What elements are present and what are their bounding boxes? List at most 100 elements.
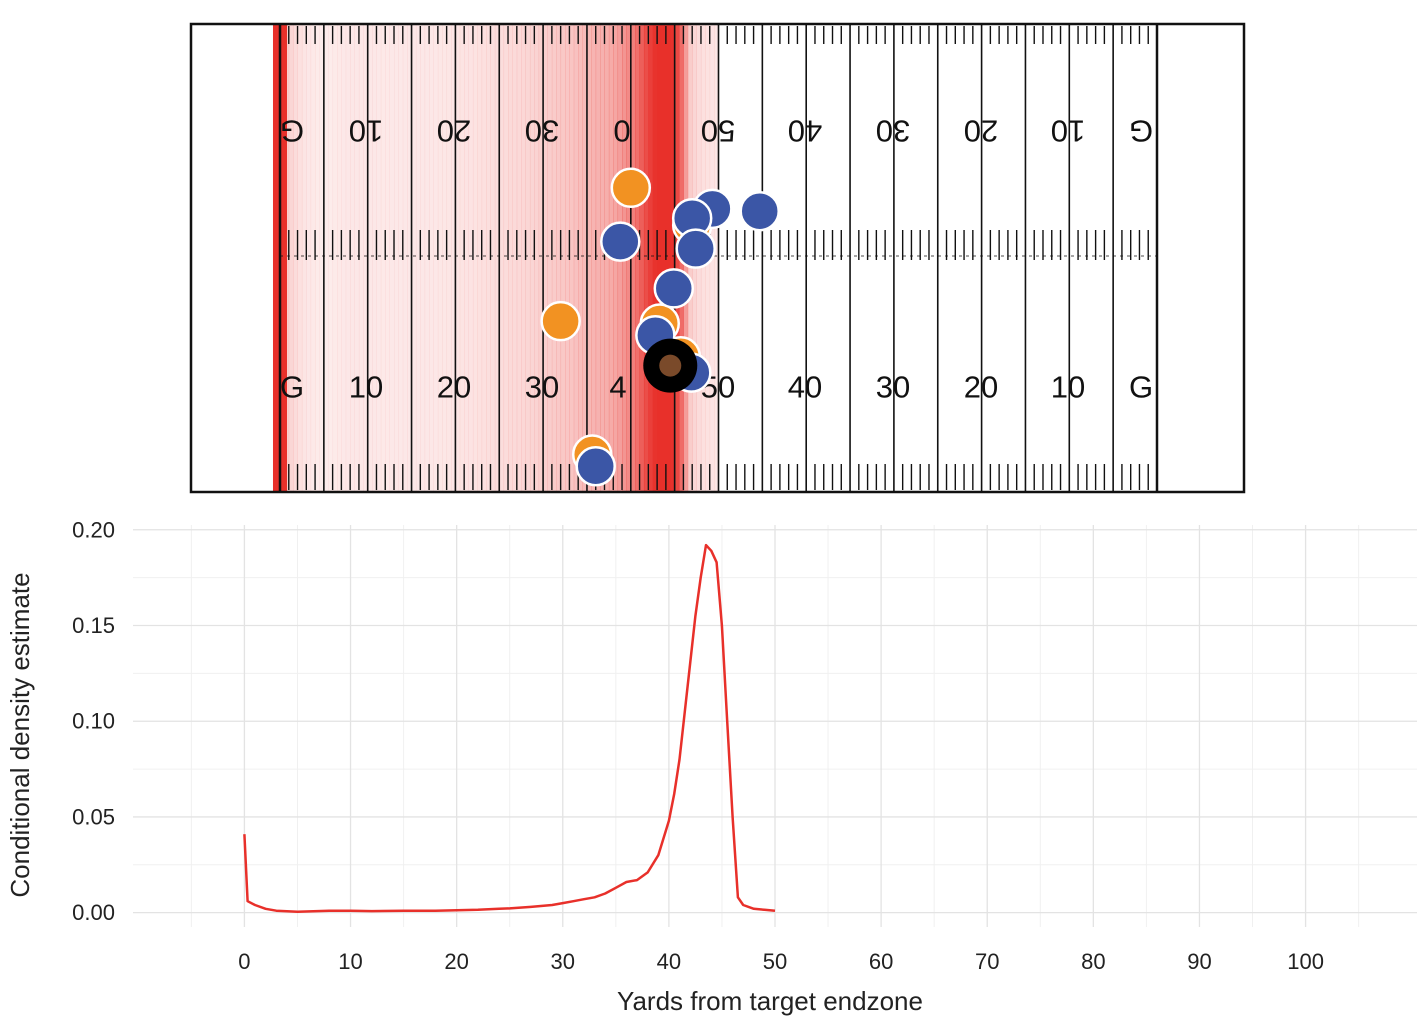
density-shade-band	[714, 24, 719, 492]
density-shade-band	[402, 24, 408, 492]
y-tick-label: 0.15	[72, 613, 115, 638]
density-shade-band	[341, 24, 347, 492]
density-shade-band	[490, 24, 496, 492]
y-tick-label: 0.00	[72, 900, 115, 925]
y-tick-label: 0.10	[72, 709, 115, 734]
x-tick-label: 70	[975, 949, 999, 974]
density-shade-band	[521, 24, 526, 492]
density-shade-band	[547, 24, 553, 492]
density-shade-band	[538, 24, 544, 492]
yard-lines	[278, 24, 1159, 492]
density-shade-band	[451, 24, 456, 492]
density-shade-band	[643, 24, 649, 492]
x-tick-label: 10	[338, 949, 362, 974]
density-shade-band	[363, 24, 369, 492]
density-shade-band	[569, 24, 575, 492]
density-shade-band	[376, 24, 382, 492]
density-shade-band	[442, 24, 448, 492]
density-shade-band	[411, 24, 417, 492]
football-field: G 10 20 30 0 50 40 30 20 10 G G 10 20 30…	[189, 22, 1246, 494]
y-tick-label: 0.05	[72, 804, 115, 829]
density-shade-band	[455, 24, 461, 492]
density-shade-band	[529, 24, 535, 492]
density-shade-band	[394, 24, 399, 492]
density-shade-band	[595, 24, 601, 492]
density-shade-band	[350, 24, 355, 492]
field-number-top: 30	[525, 114, 559, 149]
density-shade-band	[332, 24, 338, 492]
density-shade-band	[494, 24, 500, 492]
density-shade-band	[464, 24, 469, 492]
density-shade-band	[415, 24, 421, 492]
field-number-top: 10	[349, 114, 383, 149]
density-shade-band	[499, 24, 505, 492]
field-number-bottom: 30	[525, 370, 559, 405]
density-shade-band	[337, 24, 342, 492]
density-shade-band	[472, 24, 478, 492]
density-shade-band	[639, 24, 645, 492]
field-number-top: 50	[701, 114, 735, 149]
density-chart: 0.00 0.05 0.10 0.15 0.20 0 10 20 30 40 50 60 70 80 90…	[5, 517, 1417, 1016]
density-shade-band	[389, 24, 395, 492]
density-shade-band	[328, 24, 334, 492]
defense-player-marker	[653, 268, 695, 309]
density-shade-band	[407, 24, 412, 492]
density-shade-band	[573, 24, 579, 492]
field-number-bottom: 10	[349, 370, 383, 405]
density-shade-band	[551, 24, 557, 492]
offense-player-marker	[540, 300, 581, 342]
density-shade-band	[508, 24, 513, 492]
hash-marks	[280, 26, 1157, 490]
density-shade-band	[293, 24, 298, 492]
endzone-label-bottom-right: G	[1129, 370, 1153, 405]
density-shade-band	[661, 24, 667, 492]
x-tick-label: 40	[657, 949, 681, 974]
density-shade-band	[306, 24, 312, 492]
x-axis-tick-labels: 0 10 20 30 40 50 60 70 80 90 100	[238, 949, 1324, 974]
density-shade-band	[600, 24, 605, 492]
density-shade-band	[468, 24, 474, 492]
field-number-bottom: 40	[788, 370, 822, 405]
field-border	[189, 22, 1246, 494]
field-numbers-top: G 10 20 30 0 50 40 30 20 10 G	[280, 114, 1153, 149]
x-tick-label: 80	[1081, 949, 1105, 974]
density-shade-band	[372, 24, 377, 492]
density-shade-band	[477, 24, 483, 492]
field-numbers-bottom: G 10 20 30 4 50 40 30 20 10 G	[280, 370, 1153, 405]
density-shade-band	[665, 24, 671, 492]
density-shade-band	[297, 24, 303, 492]
y-axis-tick-labels: 0.00 0.05 0.10 0.15 0.20	[72, 517, 115, 925]
x-tick-label: 90	[1187, 949, 1211, 974]
density-shade-band	[534, 24, 540, 492]
y-tick-label: 0.20	[72, 517, 115, 542]
density-shade-band	[635, 24, 640, 492]
density-shade-band	[565, 24, 570, 492]
field-number-bottom: 20	[437, 370, 471, 405]
density-shade-band	[486, 24, 491, 492]
density-shade-band	[586, 24, 592, 492]
density-shade-band	[385, 24, 391, 492]
field-number-top: 0	[613, 114, 630, 149]
density-shade-band	[319, 24, 325, 492]
endzone-label-top-left: G	[280, 114, 304, 149]
density-shade-band	[591, 24, 597, 492]
density-shade-band	[459, 24, 465, 492]
density-shade-band	[446, 24, 452, 492]
defense-player-marker	[600, 221, 641, 262]
density-shade-band	[420, 24, 426, 492]
field-number-bottom: 4	[609, 370, 626, 405]
density-shade-band	[556, 24, 562, 492]
density-shade-band	[437, 24, 443, 492]
density-shade-band	[301, 24, 307, 492]
density-shade-band	[310, 24, 316, 492]
defense-player-marker	[675, 228, 716, 269]
density-curve	[243, 543, 776, 913]
density-shade-band	[652, 24, 658, 492]
density-shade-band	[380, 24, 386, 492]
density-shading	[272, 24, 719, 492]
density-shade-band	[315, 24, 320, 492]
y-axis-title: Conditional density estimate	[5, 572, 35, 897]
x-tick-label: 60	[869, 949, 893, 974]
endzone-label-bottom-left: G	[280, 370, 304, 405]
